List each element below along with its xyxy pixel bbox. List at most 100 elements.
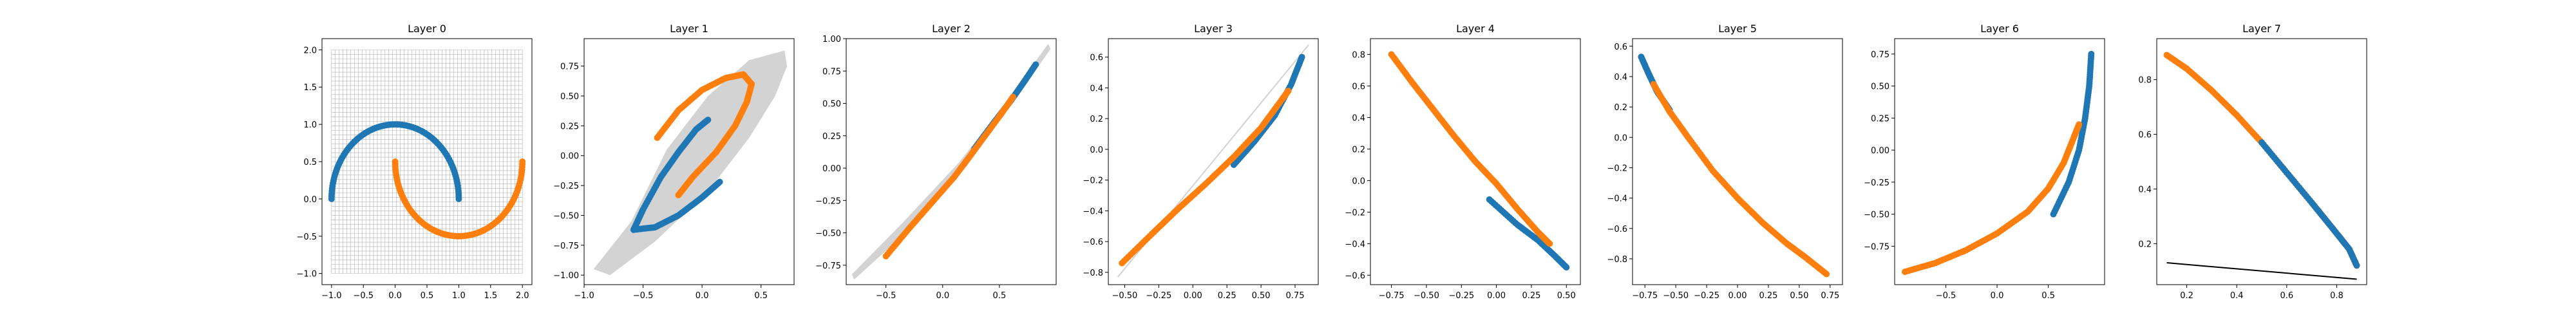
y-tick-label: −0.6	[1083, 238, 1103, 247]
panel-5: Layer 5 −0.75 −0.50 −0.25 0.00 0.25 0.50 0.75 −0…	[1607, 23, 1843, 301]
point	[1032, 61, 1039, 68]
y-tick-label: 0.25	[560, 122, 579, 131]
point	[2076, 121, 2083, 128]
x-tick-label: 0.5	[2041, 291, 2055, 301]
point	[328, 195, 335, 202]
x-tick-label: −0.50	[1663, 291, 1689, 301]
y-tick-label: 0.75	[822, 67, 841, 77]
y-tick-label: 0.25	[1871, 114, 1889, 124]
x-tick-label: −1.0	[321, 291, 342, 301]
point	[716, 178, 723, 185]
y-tick-label: −0.5	[296, 232, 317, 242]
decision-region	[593, 50, 787, 276]
panel-title: Layer 5	[1718, 23, 1757, 35]
y-tick-label: 0.0	[303, 195, 317, 205]
axes-frame	[2156, 38, 2367, 285]
plot-area	[1901, 50, 2095, 276]
plot-area	[593, 50, 787, 276]
x-tick-label: 2.0	[516, 291, 529, 301]
series-orange-1	[392, 158, 526, 240]
y-tick-label: −0.25	[1864, 178, 1889, 188]
y-tick-label: 0.00	[1871, 146, 1889, 156]
y-tick-label: 0.00	[560, 152, 579, 162]
point	[1285, 88, 1292, 95]
plot-area	[328, 50, 526, 274]
y-tick-label: −0.75	[1864, 242, 1889, 252]
y-tick-label: 0.0	[1352, 176, 1365, 186]
x-tick-label: 0.25	[1759, 291, 1777, 301]
grid-mesh	[331, 50, 523, 274]
x-tick-label: 0.0	[936, 291, 949, 301]
panel-3: Layer 3 −0.50 −0.25 0.00 0.25 0.50 0.75 −0.8 −0.…	[1083, 23, 1319, 301]
x-tick-label: 0.75	[1821, 291, 1839, 301]
axes-frame	[583, 38, 795, 285]
y-tick-label: −0.2	[1083, 176, 1103, 186]
panel-6: Layer 6 −0.5 0.0 0.5 −0.75 −0.50 −0.25 0.00 0.25…	[1864, 23, 2105, 301]
point	[1010, 93, 1016, 100]
y-tick-label: −0.8	[1083, 269, 1103, 278]
y-tick-label: −0.25	[553, 182, 579, 191]
x-tick-label: 0.0	[388, 291, 402, 301]
y-tick-label: −1.0	[296, 270, 317, 279]
series-orange-1	[1388, 51, 1553, 247]
x-tick-label: 0.4	[2230, 291, 2244, 301]
y-tick-label: 0.75	[1871, 50, 1889, 60]
series-orange-1	[1119, 88, 1292, 267]
x-tick-label: 0.00	[1184, 291, 1202, 301]
x-tick-label: 0.0	[1991, 291, 2004, 301]
point	[705, 117, 712, 124]
x-tick-label: −0.25	[1448, 291, 1474, 301]
x-tick-label: 0.50	[1557, 291, 1576, 301]
x-tick-label: 0.8	[2330, 291, 2344, 301]
panel-title: Layer 4	[1456, 23, 1495, 35]
axes-frame	[846, 38, 1057, 285]
x-tick-label: 0.50	[1790, 291, 1808, 301]
point	[2353, 262, 2360, 269]
y-tick-label: 0.4	[1352, 113, 1365, 123]
x-tick-label: −0.5	[633, 291, 654, 301]
y-tick-label: 0.6	[2138, 131, 2152, 140]
y-tick-label: −0.8	[1607, 255, 1627, 265]
point	[1563, 264, 1570, 271]
x-tick-label: 0.25	[1522, 291, 1540, 301]
point	[1823, 270, 1830, 278]
y-tick-label: 0.0	[1090, 146, 1103, 155]
x-tick-label: 0.5	[421, 291, 434, 301]
y-tick-label: −0.2	[1607, 164, 1627, 173]
x-tick-label: 0.00	[1487, 291, 1506, 301]
y-tick-label: 0.2	[1614, 103, 1627, 113]
y-tick-label: −0.4	[1607, 194, 1627, 204]
y-tick-label: 0.6	[1614, 43, 1627, 52]
x-tick-label: 0.0	[696, 291, 709, 301]
point	[2088, 50, 2095, 57]
x-tick-label: −0.50	[1112, 291, 1137, 301]
panel-title: Layer 3	[1194, 23, 1233, 35]
x-tick-label: 1.5	[484, 291, 497, 301]
series-blue-0	[2050, 50, 2095, 218]
y-tick-label: 0.2	[1090, 115, 1103, 124]
series-blue-0	[630, 117, 712, 233]
y-tick-label: −0.50	[1864, 211, 1889, 220]
x-tick-label: −0.50	[1414, 291, 1439, 301]
point	[1546, 240, 1553, 247]
decision-region	[851, 44, 1051, 279]
y-tick-label: −0.75	[553, 242, 579, 251]
y-tick-label: 0.0	[1614, 133, 1627, 143]
x-tick-label: 0.5	[754, 291, 768, 301]
x-tick-label: −0.25	[1694, 291, 1719, 301]
x-tick-label: 0.6	[2280, 291, 2293, 301]
series-orange-0	[2163, 52, 2360, 269]
x-tick-label: −0.75	[1632, 291, 1658, 301]
series-blue-1	[2259, 139, 2360, 269]
x-tick-label: −1.0	[574, 291, 594, 301]
plot-area	[1388, 51, 1570, 271]
y-tick-label: 0.4	[2138, 185, 2152, 194]
x-tick-label: 1.0	[452, 291, 466, 301]
y-tick-label: 0.75	[560, 62, 579, 72]
point	[519, 158, 526, 165]
panel-7: Layer 7 0.2 0.4 0.6 0.8 0.2 0.4 0.6 0.8	[2138, 23, 2367, 301]
plot-area	[1117, 44, 1309, 278]
y-tick-label: 0.6	[1090, 53, 1103, 63]
x-tick-label: −0.25	[1146, 291, 1171, 301]
